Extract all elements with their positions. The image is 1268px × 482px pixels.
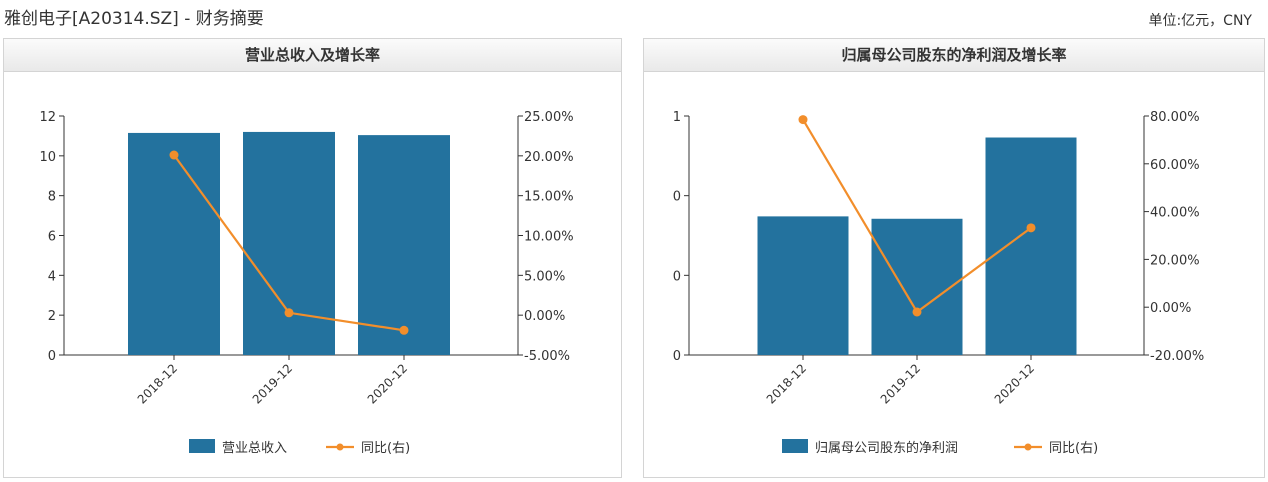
right-y-tick-label: 0.00% <box>524 309 565 324</box>
bar <box>871 218 963 355</box>
growth-point <box>169 150 179 160</box>
legend-line-label: 同比(右) <box>1049 441 1098 456</box>
bar <box>985 137 1077 355</box>
page-title: 雅创电子[A20314.SZ] - 财务摘要 <box>4 9 264 29</box>
legend-line-label: 同比(右) <box>361 441 410 456</box>
x-tick-label: 2019-12 <box>250 361 295 406</box>
growth-point <box>1026 223 1036 233</box>
right-y-tick-label: 10.00% <box>524 230 574 245</box>
x-tick-label: 2020-12 <box>992 361 1037 406</box>
bar <box>757 216 849 355</box>
left-y-tick-label: 1 <box>673 110 681 125</box>
net-profit-chart: 0 0 0 1 -20.00% 0.00% 20.00% 40.00% 60.00% 80.00%… <box>673 110 1205 456</box>
legend-bar-label: 营业总收入 <box>222 441 287 456</box>
right-y-tick-label: 0.00% <box>1150 301 1191 316</box>
legend-bar-swatch <box>189 439 215 453</box>
left-y-tick-label: 0 <box>673 190 681 205</box>
left-y-tick-label: 12 <box>39 110 56 125</box>
right-y-tick-label: -20.00% <box>1150 349 1204 364</box>
unit-label: 单位:亿元，CNY <box>1148 13 1252 29</box>
right-y-tick-label: 60.00% <box>1150 158 1200 173</box>
x-tick-label: 2020-12 <box>365 361 410 406</box>
chart-title: 营业总收入及增长率 <box>4 39 621 72</box>
right-y-tick-label: 5.00% <box>524 269 565 284</box>
growth-point <box>912 307 922 317</box>
left-y-tick-label: 6 <box>48 230 56 245</box>
growth-point <box>798 115 808 125</box>
legend-bar-swatch <box>782 439 808 453</box>
right-y-tick-label: 80.00% <box>1150 110 1200 125</box>
left-y-tick-label: 0 <box>673 349 681 364</box>
right-y-tick-label: 20.00% <box>524 150 574 165</box>
legend-line-marker <box>1024 443 1032 451</box>
growth-point <box>284 308 294 318</box>
revenue-chart: 0 2 4 6 8 10 12 -5.00% 0.00% 5.00% 10.00% 15.00% 20.… <box>39 110 574 456</box>
x-tick-label: 2018-12 <box>764 361 809 406</box>
growth-point <box>399 325 409 335</box>
left-y-tick-label: 0 <box>673 269 681 284</box>
left-y-tick-label: 8 <box>48 190 56 205</box>
chart-title: 归属母公司股东的净利润及增长率 <box>644 39 1264 72</box>
bar <box>358 135 450 355</box>
legend-bar-label: 归属母公司股东的净利润 <box>815 440 958 456</box>
x-tick-label: 2019-12 <box>878 361 923 406</box>
left-y-tick-label: 4 <box>48 269 56 284</box>
left-y-tick-label: 0 <box>48 349 56 364</box>
left-y-tick-label: 2 <box>48 309 56 324</box>
revenue-chart-panel: 营业总收入及增长率 0 2 4 6 8 10 12 -5.00% 0.00% 5.00% 10.00… <box>3 38 622 478</box>
x-tick-label: 2018-12 <box>135 361 180 406</box>
right-y-tick-label: 15.00% <box>524 190 574 205</box>
right-y-tick-label: 40.00% <box>1150 206 1200 221</box>
bar <box>128 132 220 355</box>
right-y-tick-label: 20.00% <box>1150 253 1200 268</box>
legend-line-marker <box>336 443 344 451</box>
net-profit-chart-panel: 归属母公司股东的净利润及增长率 0 0 0 1 -20.00% 0.00% 20.00% 40… <box>643 38 1265 478</box>
right-y-tick-label: -5.00% <box>524 349 570 364</box>
bar <box>243 131 335 355</box>
right-y-tick-label: 25.00% <box>524 110 574 125</box>
left-y-tick-label: 10 <box>39 150 56 165</box>
